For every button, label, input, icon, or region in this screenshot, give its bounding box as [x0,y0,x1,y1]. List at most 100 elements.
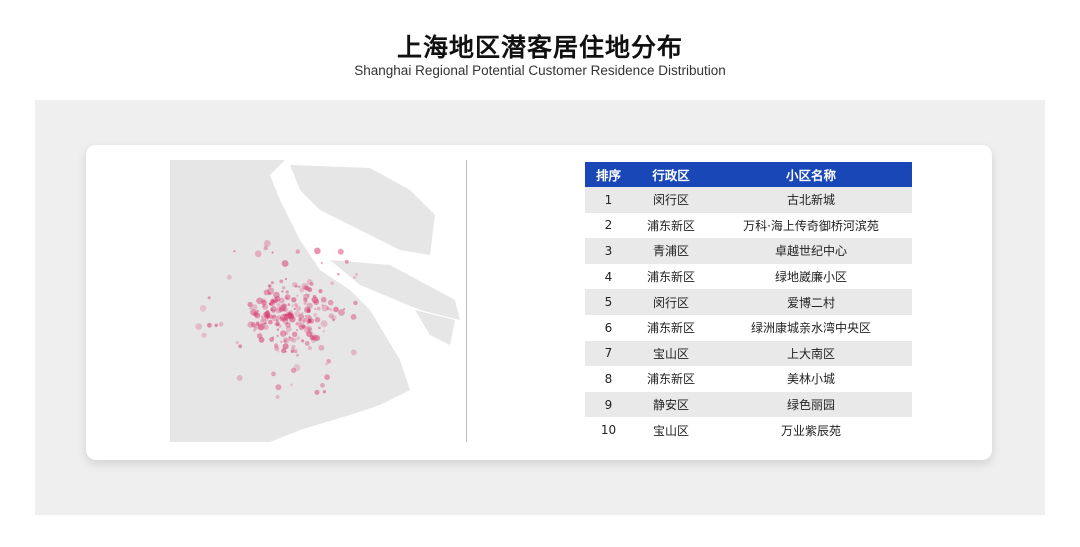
table-row: 9 静安区 绿色丽园 [585,391,912,418]
heat-dot [327,307,330,311]
heat-dot [294,284,298,288]
heat-dot [292,281,298,288]
heat-dot [253,329,256,332]
heat-dot [330,281,334,286]
heat-dot [293,307,296,310]
heat-dot [279,304,286,311]
heat-dot [318,344,325,351]
heat-dot [289,313,293,317]
heat-dot [296,353,299,357]
heat-dot [298,319,305,326]
heat-dot [279,279,284,284]
heat-dot [271,299,274,302]
heat-dot [258,337,265,343]
cell-district: 浦东新区 [632,366,710,392]
header-district: 行政区 [632,162,710,187]
heat-dot [274,345,280,351]
header-rank: 排序 [585,162,632,187]
heat-dot [333,306,339,313]
heat-dot [318,289,323,294]
heat-dot [308,327,312,332]
heat-dot [284,294,291,301]
heat-dot [265,314,270,319]
heat-dot [274,321,280,327]
heat-dot [353,276,356,279]
heat-dot [314,247,321,255]
heat-dot [281,348,287,354]
cell-rank: 2 [585,212,632,239]
heat-dot [290,367,297,374]
cell-community: 古北新城 [710,187,912,213]
heat-dot [278,297,285,304]
heat-dot [254,312,261,319]
heat-dot [260,315,264,318]
heat-dot [249,307,252,310]
heat-dot [321,304,329,312]
heat-dot [285,297,289,300]
heat-dot [199,304,207,312]
heat-dot [288,312,292,316]
heat-dot [313,312,318,318]
table-row: 10 宝山区 万业紫辰苑 [585,417,912,443]
heat-dot [337,248,344,255]
heat-dot [326,359,331,364]
heat-dot [288,313,295,320]
heat-dot [276,334,279,338]
heat-dot [254,250,262,258]
heat-dot [311,296,319,304]
heat-dot [226,274,232,280]
page-title: 上海地区潜客居住地分布 [396,33,683,62]
heat-dot [283,313,287,317]
heat-dot [284,307,289,312]
heat-dot [314,335,321,341]
heat-dot [275,394,280,399]
heat-dot [303,297,308,302]
heat-dot [306,302,313,309]
heat-dot [288,310,293,315]
heat-dot [268,302,271,306]
heat-dot [296,294,299,297]
table-row: 5 闵行区 爱博二村 [585,289,912,315]
heat-dot [305,299,308,303]
heat-dot [285,290,289,294]
heat-dot [288,311,291,315]
heat-dot [291,304,294,308]
cell-community: 上大南区 [710,340,912,367]
heat-dot [302,317,308,323]
heat-dot [320,320,328,328]
heat-dot [272,297,279,304]
heat-dot [272,314,277,319]
heat-dot [282,343,289,350]
heat-dot [290,383,293,387]
heat-dot [268,314,274,319]
land-hengsha-island [415,310,455,345]
cell-rank: 7 [585,340,632,367]
heat-dot [250,309,257,316]
heat-dot [250,321,256,327]
heat-dot [321,304,324,307]
heat-dot [329,307,333,312]
heat-dot [275,384,282,391]
heat-dot [257,324,264,331]
heat-dot [256,333,263,339]
heat-dot [299,318,302,321]
heat-dot [353,300,358,306]
heat-dot [301,324,306,329]
heat-dot [235,341,239,345]
heat-dot [263,289,270,296]
heat-dot [273,291,280,299]
heat-dot [307,345,312,351]
heat-dot [267,287,275,295]
heat-dot [275,319,279,322]
heat-dot [298,318,301,322]
table-row: 3 青浦区 卓越世纪中心 [585,238,912,264]
heat-dot [218,321,224,327]
heat-dot [306,325,312,332]
table-row: 6 浦东新区 绿洲康城亲水湾中央区 [585,314,912,341]
heat-dot [285,314,288,317]
cell-district: 宝山区 [632,417,710,443]
heat-dot [331,315,337,321]
heat-dot [307,318,311,323]
cell-district: 闵行区 [632,289,710,315]
cell-rank: 4 [585,263,632,290]
